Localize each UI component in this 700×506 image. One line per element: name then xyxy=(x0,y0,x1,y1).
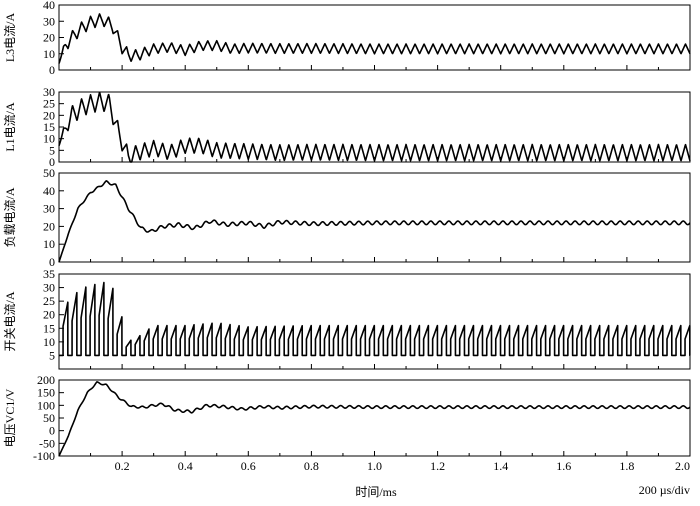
time-scale-label: 200 µs/div xyxy=(639,483,690,497)
trace-l3 xyxy=(58,13,691,64)
x-axis-label: 时间/ms xyxy=(355,485,397,499)
y-tick-label: -100 xyxy=(33,449,55,463)
panel-load: 0 10 20 30 40 50 负载电流/A xyxy=(3,166,691,269)
y-tick-label: 20 xyxy=(43,308,55,322)
x-tick-label: 0.8 xyxy=(304,459,319,473)
y-axis-label: L1电流/A xyxy=(3,102,17,152)
y-tick-label: 30 xyxy=(43,85,55,99)
x-tick-label: 1.6 xyxy=(556,459,571,473)
y-tick-label: 15 xyxy=(43,321,55,335)
y-tick-label: 35 xyxy=(43,267,55,281)
y-tick-label: 10 xyxy=(43,335,55,349)
y-tick-label: 25 xyxy=(43,97,55,111)
panel-l1-frame xyxy=(58,91,691,163)
y-tick-label: 200 xyxy=(37,373,55,387)
y-tick-label: 30 xyxy=(43,202,55,216)
y-tick-label: 40 xyxy=(43,0,55,12)
y-tick-label: -50 xyxy=(39,436,55,450)
trace-vc1 xyxy=(58,381,691,457)
time-axis: 0.2 0.4 0.6 0.8 1.0 1.2 1.4 1.6 1.8 2.0 时间/ms 200… xyxy=(115,459,690,499)
trace-load xyxy=(58,180,691,263)
y-axis-label: 负载电流/A xyxy=(3,187,17,247)
time-tick-labels: 0.2 0.4 0.6 0.8 1.0 1.2 1.4 1.6 1.8 2.0 xyxy=(115,459,690,473)
x-tick-label: 2.0 xyxy=(675,459,690,473)
y-tick-label: 25 xyxy=(43,294,55,308)
y-tick-label: 20 xyxy=(43,108,55,122)
y-tick-label: 0 xyxy=(49,255,55,269)
y-tick-label: 5 xyxy=(49,143,55,157)
y-tick-label: 20 xyxy=(43,31,55,45)
y-tick-label: 15 xyxy=(43,120,55,134)
y-axis-label: L3电流/A xyxy=(3,13,17,63)
y-tick-label: 50 xyxy=(43,166,55,180)
panel-l3-frame xyxy=(58,4,691,71)
y-tick-label: 50 xyxy=(43,411,55,425)
y-tick-label: 0 xyxy=(49,63,55,77)
panels-group: 010203040L3电流/A051015202530L1电流/A0102030… xyxy=(3,0,691,463)
trace-switch xyxy=(59,281,691,357)
x-tick-label: 1.2 xyxy=(430,459,445,473)
y-tick-label: 10 xyxy=(43,132,55,146)
trace-l1 xyxy=(58,91,691,163)
y-tick-label: 30 xyxy=(43,14,55,28)
x-tick-label: 1.8 xyxy=(619,459,634,473)
y-tick-label: 100 xyxy=(37,398,55,412)
y-tick-label: 150 xyxy=(37,386,55,400)
x-tick-label: 1.0 xyxy=(367,459,382,473)
y-tick-label: 0 xyxy=(49,424,55,438)
y-axis-label: 开关电流/A xyxy=(3,291,17,351)
y-tick-label: 5 xyxy=(49,348,55,362)
x-tick-label: 0.4 xyxy=(178,459,193,473)
y-tick-label: 10 xyxy=(43,47,55,61)
y-tick-label: 10 xyxy=(43,237,55,251)
y-tick-label: 20 xyxy=(43,219,55,233)
y-tick-label: 30 xyxy=(43,281,55,295)
y-tick-label: 40 xyxy=(43,184,55,198)
panel-l3: 0 10 20 30 40 L3电流/A xyxy=(3,0,691,77)
x-tick-label: 1.4 xyxy=(493,459,508,473)
panel-load-frame xyxy=(58,172,691,263)
panel-vc1-frame xyxy=(58,379,691,457)
y-tick-label: 0 xyxy=(49,155,55,169)
y-axis-label: 电压VC1/V xyxy=(3,388,17,447)
x-tick-label: 0.6 xyxy=(241,459,256,473)
x-tick-label: 0.2 xyxy=(115,459,130,473)
